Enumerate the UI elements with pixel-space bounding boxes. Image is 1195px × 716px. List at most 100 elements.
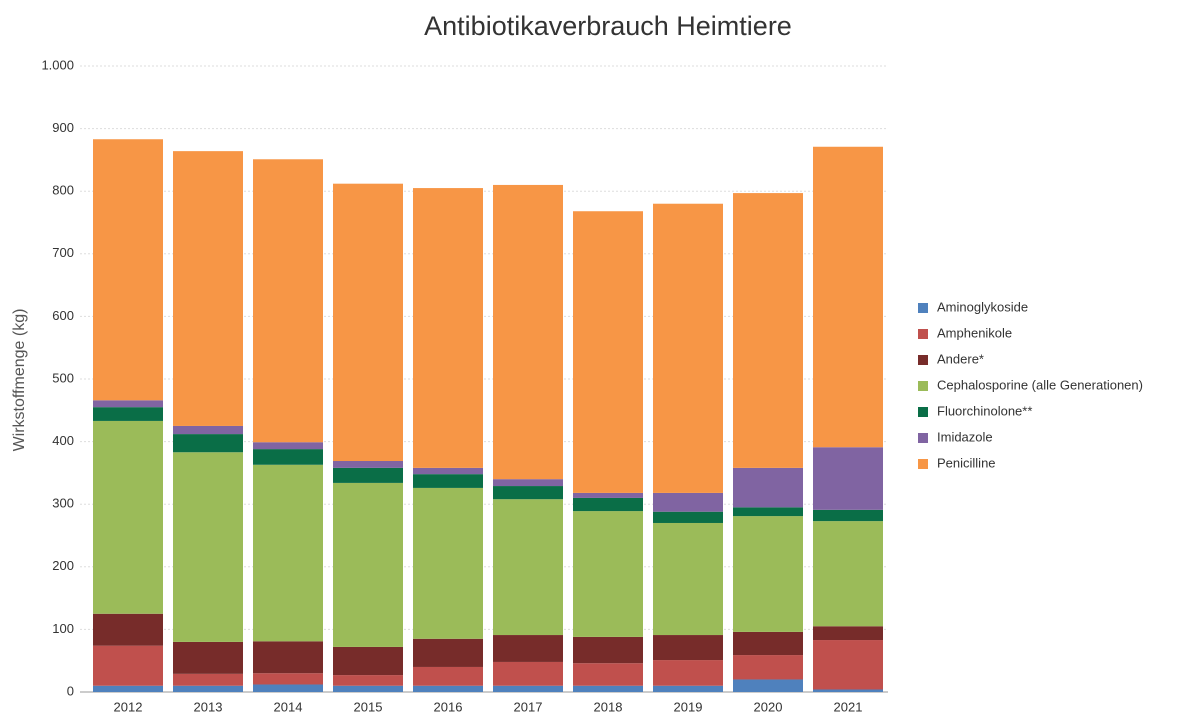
bar-segment xyxy=(573,663,643,686)
y-tick-label: 700 xyxy=(52,245,74,260)
bar-segment xyxy=(93,420,163,614)
bar-segment xyxy=(733,631,803,656)
bar-segment xyxy=(93,613,163,646)
y-tick-label: 400 xyxy=(52,433,74,448)
legend-swatch xyxy=(918,329,928,339)
bar-segment xyxy=(253,641,323,674)
legend-swatch xyxy=(918,407,928,417)
y-tick-label: 900 xyxy=(52,120,74,135)
x-tick-label: 2014 xyxy=(274,699,303,714)
bar-segment xyxy=(493,499,563,636)
bar-segment xyxy=(333,675,403,686)
bar-segment xyxy=(333,685,403,692)
bar-segment xyxy=(813,509,883,522)
bar-segment xyxy=(653,511,723,523)
legend-swatch xyxy=(918,433,928,443)
bar-segment xyxy=(653,635,723,661)
bar-segment xyxy=(653,203,723,493)
legend-label: Aminoglykoside xyxy=(937,299,1028,314)
bar-segment xyxy=(573,636,643,664)
bar-segment xyxy=(813,521,883,627)
legend-label: Andere* xyxy=(937,351,984,366)
bar-segment xyxy=(413,685,483,692)
bar-segment xyxy=(573,211,643,493)
x-tick-label: 2020 xyxy=(754,699,783,714)
bar-segment xyxy=(413,638,483,667)
bar-segment xyxy=(93,407,163,421)
x-tick-label: 2015 xyxy=(354,699,383,714)
bar-segment xyxy=(813,640,883,690)
bar-segment xyxy=(93,400,163,408)
bar-segment xyxy=(93,645,163,686)
bar-segment xyxy=(733,655,803,680)
bar-segment xyxy=(173,434,243,453)
y-tick-label: 100 xyxy=(52,621,74,636)
bar-segment xyxy=(253,673,323,685)
bar-segment xyxy=(733,516,803,632)
bar-segment xyxy=(173,425,243,435)
legend-swatch xyxy=(918,381,928,391)
bar-segment xyxy=(573,511,643,637)
bar-segment xyxy=(333,467,403,483)
bar-segment xyxy=(173,685,243,692)
y-axis-label: Wirkstoffmenge (kg) xyxy=(11,309,28,452)
bar-segment xyxy=(493,486,563,500)
bar-segment xyxy=(93,685,163,692)
x-tick-label: 2017 xyxy=(514,699,543,714)
bar-segment xyxy=(653,522,723,636)
y-tick-label: 200 xyxy=(52,558,74,573)
bar-segment xyxy=(493,685,563,692)
bar-segment xyxy=(493,661,563,686)
bar-segment xyxy=(573,492,643,498)
y-tick-label: 300 xyxy=(52,496,74,511)
bar-segment xyxy=(413,474,483,488)
bar-segment xyxy=(173,151,243,426)
y-tick-label: 800 xyxy=(52,183,74,198)
legend-label: Penicilline xyxy=(937,455,996,470)
legend-swatch xyxy=(918,303,928,313)
legend-swatch xyxy=(918,355,928,365)
bar-segment xyxy=(733,193,803,468)
x-tick-label: 2016 xyxy=(434,699,463,714)
bar-segment xyxy=(493,184,563,480)
bar-segment xyxy=(493,635,563,662)
y-tick-label: 1.000 xyxy=(41,57,74,72)
y-tick-label: 600 xyxy=(52,308,74,323)
chart-title: Antibiotikaverbrauch Heimtiere xyxy=(424,11,792,41)
bar-segment xyxy=(733,467,803,508)
x-tick-label: 2018 xyxy=(594,699,623,714)
bar-segment xyxy=(413,666,483,686)
bar-segment xyxy=(173,452,243,642)
bar-segment xyxy=(733,507,803,517)
legend-label: Fluorchinolone** xyxy=(937,403,1032,418)
legend-label: Cephalosporine (alle Generationen) xyxy=(937,377,1143,392)
bar-segment xyxy=(573,497,643,512)
bar-segment xyxy=(93,139,163,401)
bar-segment xyxy=(813,626,883,641)
bar-segment xyxy=(813,447,883,510)
bar-segment xyxy=(733,679,803,692)
x-tick-label: 2012 xyxy=(114,699,143,714)
bar-segment xyxy=(173,673,243,686)
bar-segment xyxy=(413,188,483,468)
bar-segment xyxy=(333,646,403,676)
bar-segment xyxy=(653,492,723,512)
bar-segment xyxy=(813,689,883,692)
bar-segment xyxy=(493,479,563,487)
x-tick-label: 2019 xyxy=(674,699,703,714)
bar-segment xyxy=(573,685,643,692)
bar-segment xyxy=(413,467,483,475)
bar-segment xyxy=(333,183,403,462)
legend-swatch xyxy=(918,459,928,469)
legend-label: Imidazole xyxy=(937,429,993,444)
x-tick-label: 2021 xyxy=(834,699,863,714)
bar-segment xyxy=(253,464,323,642)
bar-segment xyxy=(333,461,403,468)
bar-segment xyxy=(653,660,723,686)
bar-segment xyxy=(173,641,243,674)
bar-segment xyxy=(813,146,883,448)
bar-segment xyxy=(413,487,483,639)
bar-segment xyxy=(653,685,723,692)
